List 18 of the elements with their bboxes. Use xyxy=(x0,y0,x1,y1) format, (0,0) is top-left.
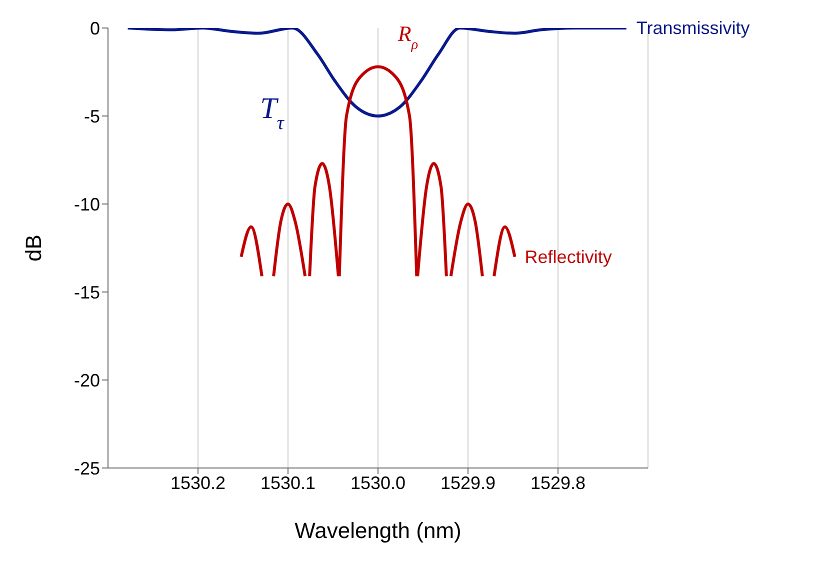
y-axis-title: dB xyxy=(20,234,46,262)
x-tick-label: 1530.0 xyxy=(350,472,406,493)
y-tick-label: -20 xyxy=(74,370,100,390)
annotation: R$_{ρ}$ xyxy=(396,21,418,53)
x-tick-label: 1530.1 xyxy=(260,472,316,493)
series-label: Reflectivity xyxy=(524,246,612,267)
y-tick-label: -25 xyxy=(74,458,100,478)
x-tick-label: 1530.2 xyxy=(170,472,226,493)
x-tick-label: 1529.9 xyxy=(440,472,496,493)
line-series xyxy=(126,28,628,118)
annotation: T$_{τ}$ xyxy=(260,92,285,134)
series-label: Transmissivity xyxy=(636,18,750,38)
y-tick-label: -15 xyxy=(74,282,100,302)
x-tick-label: 1529.8 xyxy=(530,472,586,493)
y-tick-label: -10 xyxy=(74,194,100,214)
x-axis-title: Wavelength (nm) xyxy=(294,518,462,543)
y-tick-label: 0 xyxy=(90,18,100,38)
y-tick-label: -5 xyxy=(84,106,100,126)
